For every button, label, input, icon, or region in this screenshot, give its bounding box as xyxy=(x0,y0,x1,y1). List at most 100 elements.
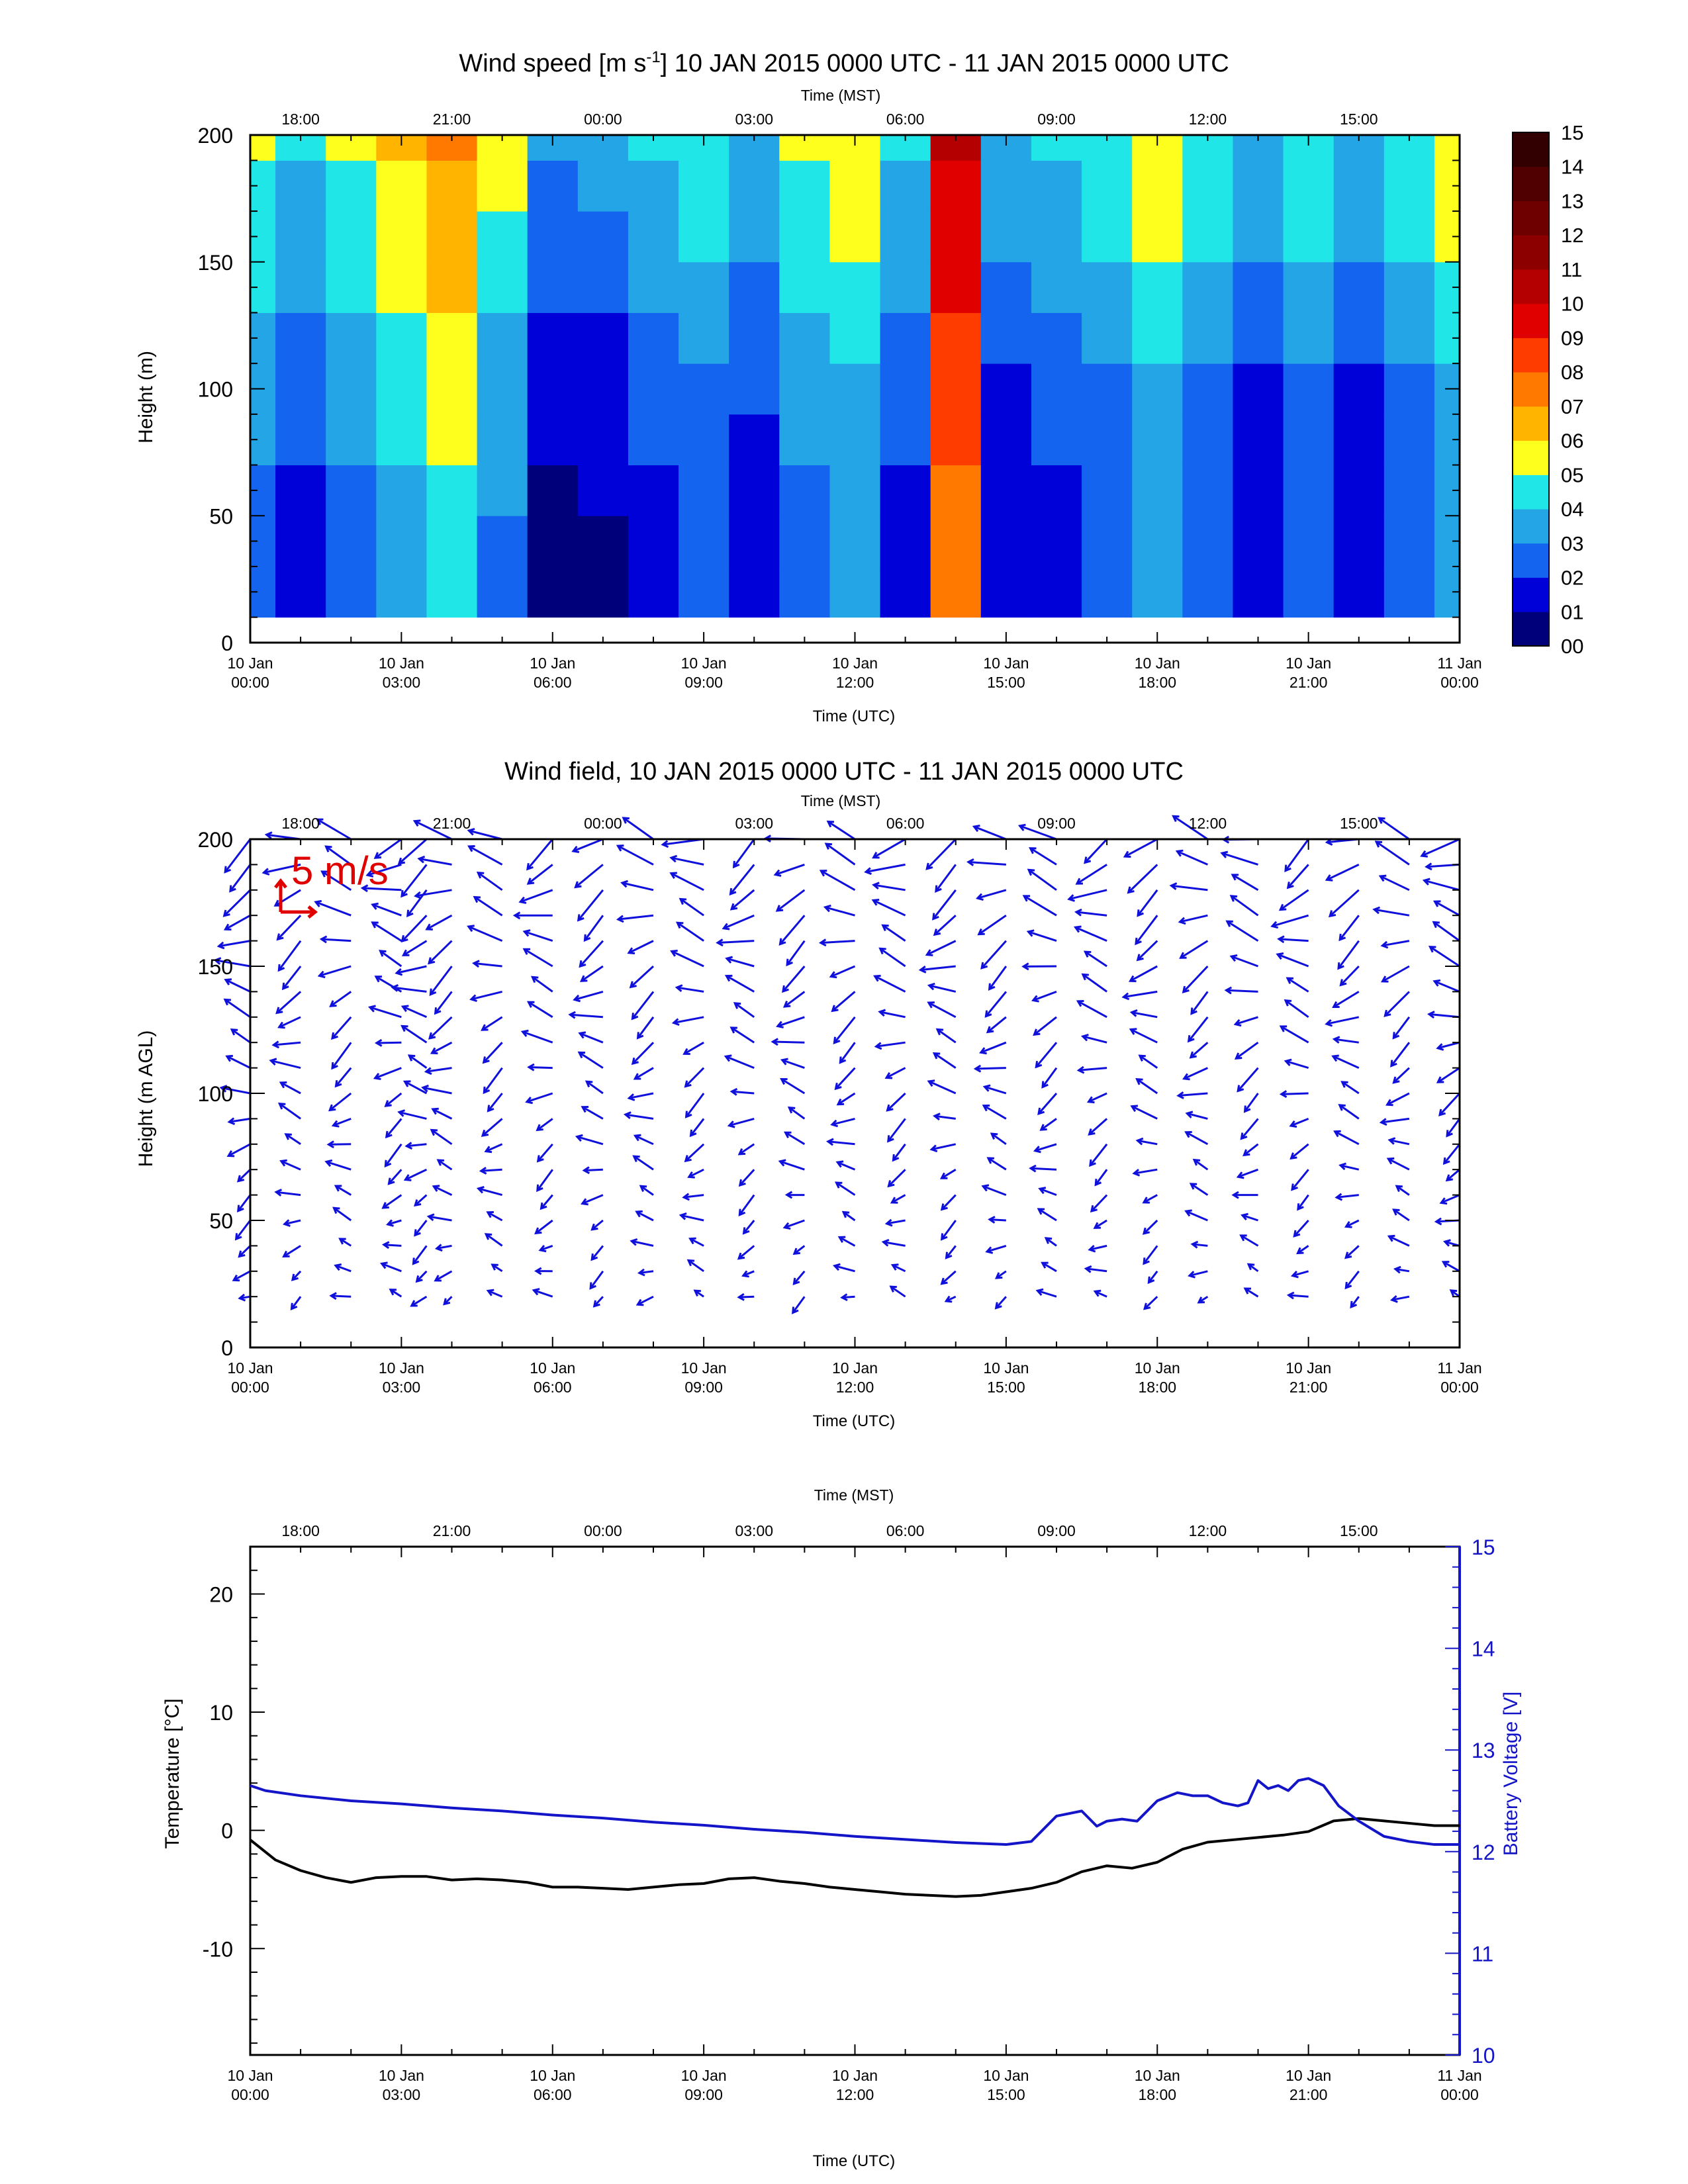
heatmap-cell xyxy=(829,465,881,516)
x-tick-label-date: 10 Jan xyxy=(983,655,1029,672)
wind-vector xyxy=(1229,895,1259,917)
colorbar-swatch xyxy=(1513,338,1549,373)
wind-vector xyxy=(693,1289,704,1298)
heatmap-cell xyxy=(980,414,1032,466)
wind-vector xyxy=(1172,815,1209,841)
wind-vector xyxy=(365,863,402,878)
wind-vector xyxy=(1094,1169,1108,1187)
heatmap-cell xyxy=(527,363,579,415)
heatmap-cell xyxy=(527,312,579,364)
wind-vector xyxy=(935,864,957,893)
wind-vector xyxy=(635,1295,654,1306)
wind-vector xyxy=(484,1233,503,1247)
wind-vector xyxy=(671,1016,704,1026)
heatmap-cell xyxy=(829,160,881,212)
wind-vector xyxy=(232,1270,251,1282)
wind-vector xyxy=(716,938,755,947)
heatmap-cell xyxy=(1383,312,1435,364)
wind-vector xyxy=(1286,1291,1309,1300)
wind-vector xyxy=(482,1042,503,1064)
heatmap-cell xyxy=(1283,516,1335,567)
wind-vector xyxy=(1178,914,1208,925)
wind-vector xyxy=(577,1051,604,1069)
wind-vector xyxy=(986,1016,1007,1034)
wind-vector xyxy=(1033,1143,1057,1154)
colorbar-label: 07 xyxy=(1561,395,1583,418)
heatmap-cell xyxy=(275,211,326,263)
wind-vector xyxy=(892,1143,906,1162)
x2-tick-label: 21:00 xyxy=(433,111,471,128)
wind-vector xyxy=(669,872,704,891)
heatmap-cell xyxy=(527,465,579,516)
wind-vector xyxy=(635,1210,654,1222)
temperature-axes: 10 Jan 00:00 10 Jan 03:00 10 Jan 06:00 10 Jan 0… xyxy=(203,1522,1495,2103)
wind-vector xyxy=(1074,908,1107,917)
wind-vector xyxy=(629,965,655,989)
heatmap-cell xyxy=(577,465,629,516)
wind-vector xyxy=(1231,1191,1258,1199)
wind-vector xyxy=(1344,1245,1360,1259)
wind-vector xyxy=(326,1140,352,1149)
x-tick-label-date: 10 Jan xyxy=(1135,655,1180,672)
heatmap-cell xyxy=(980,211,1032,263)
heatmap-cell xyxy=(477,465,528,516)
y-tick-label: 150 xyxy=(198,955,233,979)
wind-vector xyxy=(410,1295,428,1307)
wind-vector xyxy=(421,1084,452,1095)
wind-vector xyxy=(1344,1270,1360,1290)
wind-vector xyxy=(1093,1289,1107,1298)
heatmap-cell xyxy=(1031,516,1082,567)
wind-vector xyxy=(226,1143,251,1158)
wind-vector xyxy=(773,863,805,877)
wind-vector xyxy=(277,1102,301,1120)
x-tick-label-date: 10 Jan xyxy=(530,1359,575,1377)
colorbar-swatch xyxy=(1513,475,1549,510)
heatmap-cell xyxy=(1132,566,1183,618)
wind-vector xyxy=(1127,864,1158,894)
wind-vector xyxy=(525,1092,553,1105)
wind-vector xyxy=(929,1143,957,1153)
x-tick-label-time: 09:00 xyxy=(684,1379,723,1396)
wind-vector xyxy=(522,929,553,942)
title-main: Wind speed [m s xyxy=(459,50,646,77)
wind-vector xyxy=(1197,1295,1209,1304)
heatmap-cell xyxy=(980,465,1032,516)
wind-vector xyxy=(1179,940,1209,959)
heatmap-cell xyxy=(1383,261,1435,313)
scale-arrow-legend: 5 m/s xyxy=(274,848,389,919)
y-tick-label: 50 xyxy=(209,504,233,528)
colorbar-swatch xyxy=(1513,406,1549,441)
wind-vector xyxy=(414,1194,428,1207)
title-rest: ] 10 JAN 2015 0000 UTC - 11 JAN 2015 000… xyxy=(661,50,1229,77)
wind-vector xyxy=(1143,1245,1158,1265)
x-tick-label-time: 03:00 xyxy=(383,674,421,691)
wind-vector xyxy=(1225,920,1259,942)
wind-vector xyxy=(484,1143,503,1154)
colorbar-swatch xyxy=(1513,577,1549,612)
y-tick-label: 50 xyxy=(209,1209,233,1233)
wind-vector xyxy=(397,838,428,865)
heatmap-cell xyxy=(930,566,982,618)
x-tick-label-date: 10 Jan xyxy=(227,1359,273,1377)
heatmap-cell xyxy=(477,414,528,466)
battery-tick-label: 10 xyxy=(1472,2044,1495,2068)
wind-vector xyxy=(274,1189,301,1197)
wind-vector xyxy=(886,1092,906,1112)
wind-vector xyxy=(536,1118,553,1132)
wind-vector xyxy=(1083,950,1107,968)
wind-vector xyxy=(724,974,755,993)
wind-vector xyxy=(682,1193,704,1201)
heatmap-cell xyxy=(426,414,478,466)
wind-vector xyxy=(400,864,428,898)
y-tick-label: 200 xyxy=(198,828,233,852)
temperature-battery-panel: Time (MST) 10 Jan 00:00 10 Jan 03:00 10 Jan 0… xyxy=(162,1486,1522,2170)
wind-vector xyxy=(426,1213,452,1222)
heatmap-cell xyxy=(1283,211,1335,263)
heatmap-cell xyxy=(779,261,830,313)
wind-vector xyxy=(933,1113,956,1120)
heatmap-cell xyxy=(1333,363,1385,415)
wind-vector xyxy=(329,1292,352,1300)
wind-vector xyxy=(737,1245,755,1260)
heatmap-cell xyxy=(829,516,881,567)
wind-vector xyxy=(1029,1164,1057,1173)
